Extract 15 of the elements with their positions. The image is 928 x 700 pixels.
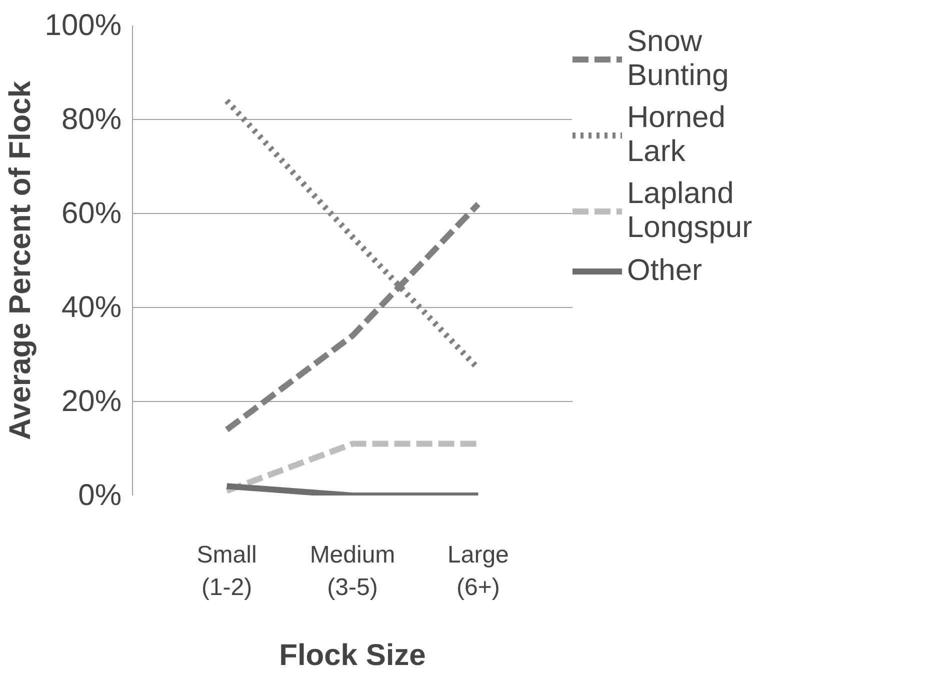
y-axis-title: Average Percent of Flock [4,80,37,440]
y-tick-label: 40% [61,291,122,324]
y-tick-label: 100% [44,9,122,42]
legend-label: Horned Lark [627,101,726,169]
x-tick-label: Small (1-2) [196,542,257,601]
legend-label: Other [627,253,702,289]
y-tick-label: 60% [61,197,122,230]
y-tick-label: 0% [78,479,122,512]
x-tick-label: Large (6+) [448,542,509,601]
legend-label: Snow Bunting [627,25,729,93]
y-tick-label: 20% [61,385,122,418]
x-tick-label: Medium (3-5) [310,542,396,601]
x-axis-title: Flock Size [279,638,426,672]
y-tick-label: 80% [61,103,122,136]
legend-label: Lapland Longspur [627,177,752,245]
